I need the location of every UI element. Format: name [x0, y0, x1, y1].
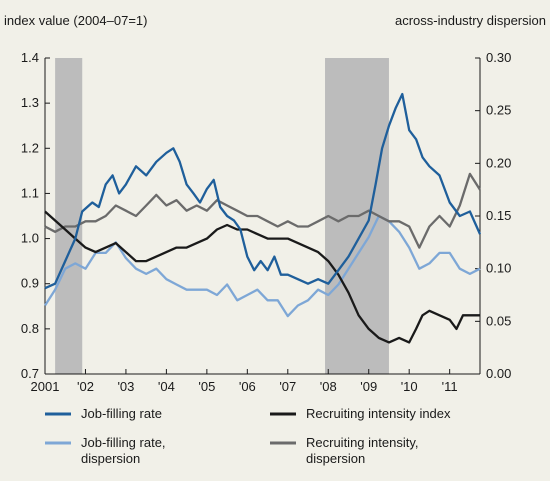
y-right-tick-label: 0.30	[486, 50, 511, 65]
y-left-tick-label: 1.2	[21, 140, 39, 155]
y-right-tick-label: 0.05	[486, 313, 511, 328]
series-line-job-filling-rate	[44, 92, 482, 290]
y-right-tick-label: 0.00	[486, 366, 511, 381]
x-tick-label: '09	[360, 379, 377, 394]
y-left-tick-label: 0.7	[21, 366, 39, 381]
y-left-axis-title: index value (2004–07=1)	[4, 13, 147, 28]
series-lines	[44, 92, 482, 344]
y-right-tick-label: 0.10	[486, 261, 511, 276]
y-left-tick-label: 1.1	[21, 185, 39, 200]
series-line-job-filling-rate-dispersion	[44, 214, 481, 318]
legend-label-recruiting-intensity-dispersion: Recruiting intensity, dispersion	[306, 435, 418, 466]
x-tick-label: '07	[279, 379, 296, 394]
x-tick-label: '11	[442, 379, 458, 394]
y-left-tick-label: 1.4	[21, 50, 39, 65]
x-tick-label: '06	[239, 379, 256, 394]
series-line-recruiting-intensity-index	[44, 210, 480, 344]
x-tick-label: '05	[198, 379, 215, 394]
x-tick-label: '04	[158, 379, 175, 394]
x-tick-label: '02	[77, 379, 94, 394]
recession-band-0	[55, 58, 83, 374]
y-right-tick-label: 0.25	[486, 103, 511, 118]
y-right-axis-title: across-industry dispersion	[395, 13, 546, 28]
y-left-tick-label: 1.3	[21, 95, 39, 110]
x-tick-label: '08	[320, 379, 337, 394]
y-right-tick-label: 0.15	[486, 208, 511, 223]
legend-label-recruiting-intensity-index: Recruiting intensity index	[306, 406, 451, 421]
x-tick-label: 2001	[31, 379, 60, 394]
legend-label-job-filling-rate: Job-filling rate	[81, 406, 162, 421]
y-left-tick-label: 0.8	[21, 321, 39, 336]
series-line-recruiting-intensity-dispersion	[44, 172, 481, 249]
axes: 0.7 0.8 0.9 1.0 1.1 1.2 1.3 1.4 0.00 0.05 0.10 0.15…	[21, 50, 511, 394]
y-left-tick-label: 0.9	[21, 276, 39, 291]
x-tick-label: '10	[401, 379, 418, 394]
legend-label-job-filling-rate-dispersion: Job-filling rate, dispersion	[81, 435, 166, 466]
y-left-tick-label: 1.0	[21, 231, 39, 246]
y-right-tick-label: 0.20	[486, 155, 511, 170]
x-tick-label: '03	[117, 379, 134, 394]
legend: Job-filling rate Recruiting intensity ind…	[45, 406, 451, 466]
